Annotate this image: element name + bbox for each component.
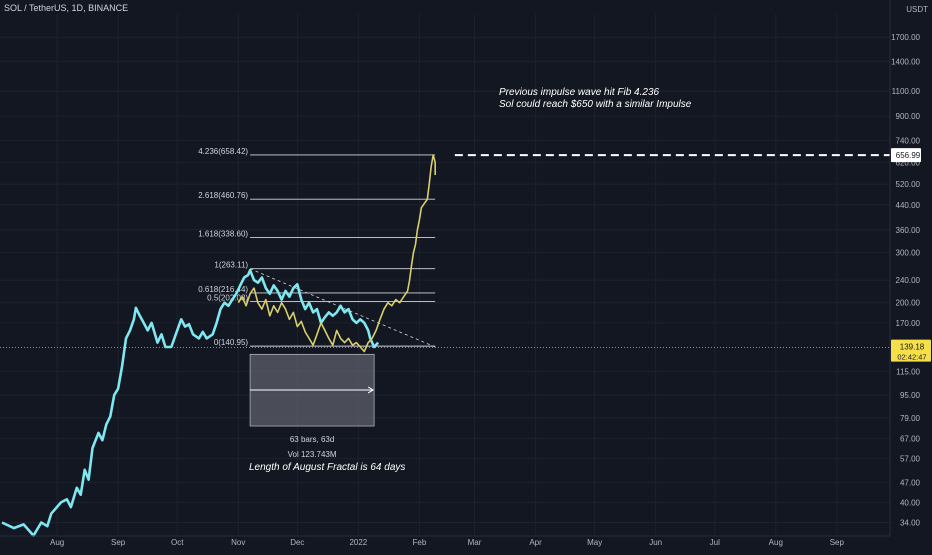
fractal-projection-line: [237, 154, 436, 353]
drawings: [0, 154, 890, 427]
fib-level-label: 4.236(658.42): [198, 147, 248, 156]
price-tick-label: 57.00: [900, 454, 921, 463]
price-tick-label: 1100.00: [892, 87, 921, 96]
time-tick-label: Dec: [290, 538, 304, 547]
time-tick-label: Feb: [413, 538, 427, 547]
countdown-label: 02:42:47: [897, 353, 926, 362]
price-tick-label: 79.00: [900, 414, 921, 423]
time-tick-label: May: [587, 538, 602, 547]
time-tick-label: Nov: [231, 538, 245, 547]
interval-label: 1D: [71, 3, 84, 13]
price-tick-label: 40.00: [900, 498, 921, 507]
price-tick-label: 34.00: [900, 519, 921, 528]
price-tick-label: 440.00: [896, 201, 921, 210]
price-tick-label: 47.00: [900, 478, 921, 487]
time-tick-label: Mar: [468, 538, 482, 547]
time-tick-label: Sep: [111, 538, 126, 547]
currency-label: USDT: [906, 5, 928, 14]
price-tick-label: 520.00: [896, 180, 921, 189]
fib-level-label: 0.5(202.03): [207, 293, 248, 302]
price-tick-label: 900.00: [896, 112, 921, 121]
fib-extension[interactable]: 4.236(658.42) 2.618(460.76) 1.618(338.60) 1…: [198, 147, 436, 347]
price-tick-label: 1700.00: [891, 33, 920, 42]
price-tick-label: 240.00: [896, 276, 921, 285]
grid: [0, 14, 890, 536]
fib-level-label: 2.618(460.76): [198, 191, 248, 200]
measure-volume-label: Vol 123.743M: [288, 450, 337, 459]
target-price-label: 656.99: [896, 151, 921, 160]
header-separator: ,: [66, 3, 72, 13]
time-tick-label: Aug: [769, 538, 783, 547]
price-tick-label: 67.00: [900, 434, 921, 443]
measure-bars-label: 63 bars, 63d: [290, 435, 334, 444]
price-tick-label: 620.00: [896, 158, 921, 167]
time-tick-label: Sep: [830, 538, 845, 547]
price-tick-label: 360.00: [896, 226, 921, 235]
target-price-badge: 656.99: [891, 148, 921, 163]
current-price-label: 139.18: [900, 343, 925, 352]
symbol-name: SOL / TetherUS: [4, 3, 67, 13]
target-price-badge-bg: [891, 148, 921, 163]
time-tick-label: 2022: [349, 538, 367, 547]
price-tick-label: 200.00: [896, 299, 921, 308]
time-tick-label: Oct: [171, 538, 184, 547]
current-price-badge-bg: [891, 339, 931, 362]
fib-level-label: 0(140.95): [214, 338, 249, 347]
time-tick-label: Jun: [649, 538, 662, 547]
price-axis[interactable]: USDT 34.00 40.00 47.00 57.00 67.00 79.00 95.00…: [889, 0, 928, 536]
price-tick-label: 95.00: [900, 391, 921, 400]
price-tick-label: 740.00: [896, 136, 921, 145]
fib-level-label: 1(263.11): [214, 261, 248, 270]
series: [1, 154, 436, 537]
measure-arrowhead-icon: [367, 386, 375, 394]
target-annotation-line2: Sol could reach $650 with a similar Impu…: [499, 99, 692, 110]
time-tick-label: Jul: [710, 538, 720, 547]
current-price-badge: 139.18 02:42:47: [891, 339, 931, 362]
price-tick-label: 300.00: [896, 248, 921, 257]
header-separator: ,: [83, 3, 89, 13]
time-axis[interactable]: Aug Sep Oct Nov Dec 2022 Feb Mar Apr May Jun Jul Aug…: [0, 535, 890, 547]
price-tick-label: 1400.00: [891, 57, 920, 66]
time-tick-label: Apr: [529, 538, 542, 547]
fractal-annotation: Length of August Fractal is 64 days: [249, 462, 405, 473]
sol-price-line: [1, 268, 380, 537]
fib-level-label: 0.618(216.44): [198, 285, 248, 294]
exchange-label: BINANCE: [88, 3, 129, 13]
target-annotation-line1: Previous impulse wave hit Fib 4.236: [499, 87, 660, 98]
time-tick-label: Aug: [50, 538, 64, 547]
fib-level-label: 1.618(338.60): [198, 229, 248, 238]
price-tick-label: 170.00: [896, 319, 921, 328]
price-tick-label: 115.00: [896, 367, 920, 376]
symbol-header[interactable]: SOL / TetherUS, 1D, BINANCE: [4, 3, 128, 13]
